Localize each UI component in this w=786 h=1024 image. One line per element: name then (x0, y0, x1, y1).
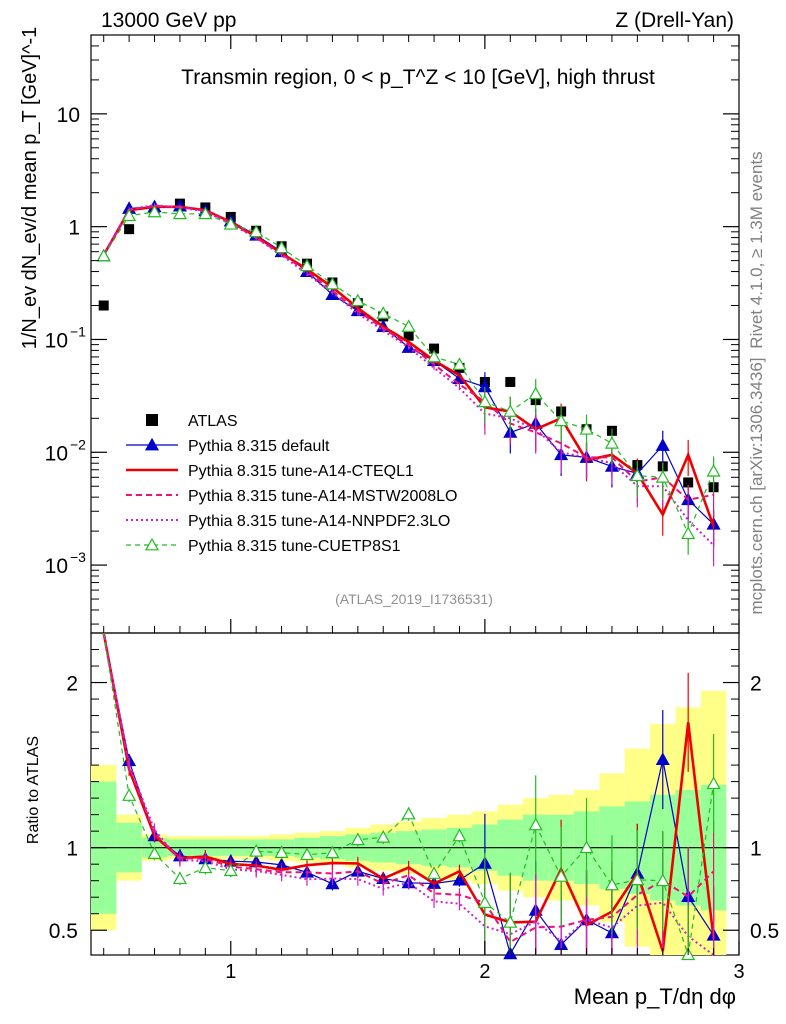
series-marker-ratio (299, 847, 315, 861)
series-marker-ratio (554, 869, 569, 882)
series-marker-ratio (350, 832, 365, 846)
atlas-data-point (98, 300, 109, 311)
series-marker-main (655, 470, 670, 483)
series-marker-main (503, 404, 518, 417)
x-tick-label: 2 (479, 961, 490, 983)
series-marker-ratio (147, 846, 162, 859)
series-line-main (103, 211, 715, 536)
ratio-tick-label-right: 1 (750, 838, 762, 861)
atlas-data-point (505, 376, 516, 387)
series-marker-ratio (223, 863, 238, 877)
series-marker-main (528, 386, 543, 400)
series-marker-main (274, 240, 289, 254)
legend-label: Pythia 8.315 tune-A14-NNPDF2.3LO (188, 513, 450, 530)
series-marker-ratio (604, 877, 619, 891)
series-marker-main (299, 258, 315, 272)
mcplots-label: mcplots.cern.ch [arXiv:1306.3436] (747, 357, 766, 614)
series-marker-main (147, 204, 162, 218)
legend-marker (144, 437, 160, 451)
series-marker-main (350, 293, 365, 307)
y-axis-label: 1/N_ev dN_ev/d mean p_T [GeV]^-1 (19, 27, 41, 350)
series-marker-main (579, 422, 594, 435)
series-marker-ratio (528, 817, 543, 831)
series-marker-ratio (706, 776, 721, 790)
series-marker-ratio (325, 845, 340, 859)
x-tick-label: 3 (733, 961, 744, 983)
ratio-tick-label-left: 2 (66, 673, 78, 696)
series-marker-main (96, 248, 111, 262)
legend-marker (144, 537, 160, 551)
ratio-tick-label-right: 0.5 (750, 920, 779, 943)
ratio-tick-label-left: 0.5 (49, 920, 78, 943)
series-marker-ratio (503, 915, 518, 928)
series-marker-ratio (249, 844, 264, 857)
x-tick-label: 1 (225, 961, 236, 983)
series-marker-main (604, 436, 619, 449)
series-marker-main (706, 463, 721, 477)
series-marker-main (223, 217, 238, 230)
y-tick-exponent: −1 (70, 323, 86, 339)
top-right-label: Z (Drell-Yan) (615, 9, 734, 32)
series-marker-main (655, 438, 670, 451)
top-left-label: 13000 GeV pp (101, 9, 236, 32)
series-marker-ratio (122, 788, 137, 801)
series-marker-ratio (630, 872, 645, 886)
series-marker-ratio (452, 828, 467, 842)
series-marker-ratio (655, 752, 670, 765)
ratio-tick-label-right: 2 (750, 673, 762, 696)
series-marker-main (249, 224, 264, 238)
series-marker-main (427, 349, 442, 363)
y-tick-label: 10 (57, 104, 80, 127)
series-marker-main (376, 306, 391, 319)
series-marker-ratio (427, 866, 442, 879)
series-marker-main (477, 394, 492, 408)
series-marker-main (172, 206, 187, 220)
series-marker-ratio (655, 873, 670, 887)
series-marker-ratio (401, 806, 416, 820)
legend-label: ATLAS (188, 413, 238, 430)
y-tick-label: 1 (68, 217, 80, 240)
plot-title: Transmin region, 0 < p_T^Z < 10 [GeV], h… (181, 66, 655, 89)
series-marker-main (122, 208, 137, 222)
legend-marker-atlas (146, 414, 158, 426)
rivet-version-label: Rivet 4.1.0, ≥ 1.3M events (747, 151, 766, 348)
series-marker-main (681, 526, 696, 540)
series-marker-main (554, 413, 569, 427)
legend-label: Pythia 8.315 tune-A14-CTEQL1 (188, 463, 414, 480)
analysis-id: (ATLAS_2019_I1736531) (335, 591, 493, 607)
y-tick-label: 10 (45, 329, 68, 352)
y-tick-label: 10 (45, 555, 68, 578)
series-marker-main (401, 319, 416, 333)
ratio-tick-label-left: 1 (66, 838, 78, 861)
atlas-data-point (429, 343, 440, 354)
series-marker-ratio (477, 895, 492, 909)
y-tick-exponent: −3 (70, 549, 86, 565)
y-tick-exponent: −2 (70, 436, 86, 452)
legend-label: Pythia 8.315 default (188, 438, 330, 455)
series-line-main (102, 205, 714, 501)
series-marker-ratio (579, 840, 594, 854)
series-marker-main (325, 276, 340, 290)
legend-label: Pythia 8.315 tune-CUETP8S1 (188, 538, 401, 555)
legend-label: Pythia 8.315 tune-A14-MSTW2008LO (188, 488, 457, 505)
series-marker-ratio (198, 860, 213, 874)
series-marker-ratio (172, 871, 187, 885)
x-axis-label: Mean p_T/dη dφ (574, 984, 736, 1009)
series-marker-ratio (452, 872, 467, 886)
legend: ATLAS Pythia 8.315 default Pythia 8.315 tu… (126, 413, 457, 555)
atlas-data-point (124, 224, 135, 235)
atlas-data-point (683, 477, 694, 488)
series-marker-main (198, 206, 213, 220)
series-marker-main (630, 468, 645, 482)
series-marker-main (452, 357, 467, 370)
atlas-data-point (403, 330, 414, 341)
series-marker-ratio (274, 845, 289, 858)
ratio-y-axis-label: Ratio to ATLAS (25, 736, 42, 844)
series-marker-ratio (376, 830, 391, 843)
y-tick-label: 10 (45, 442, 68, 465)
